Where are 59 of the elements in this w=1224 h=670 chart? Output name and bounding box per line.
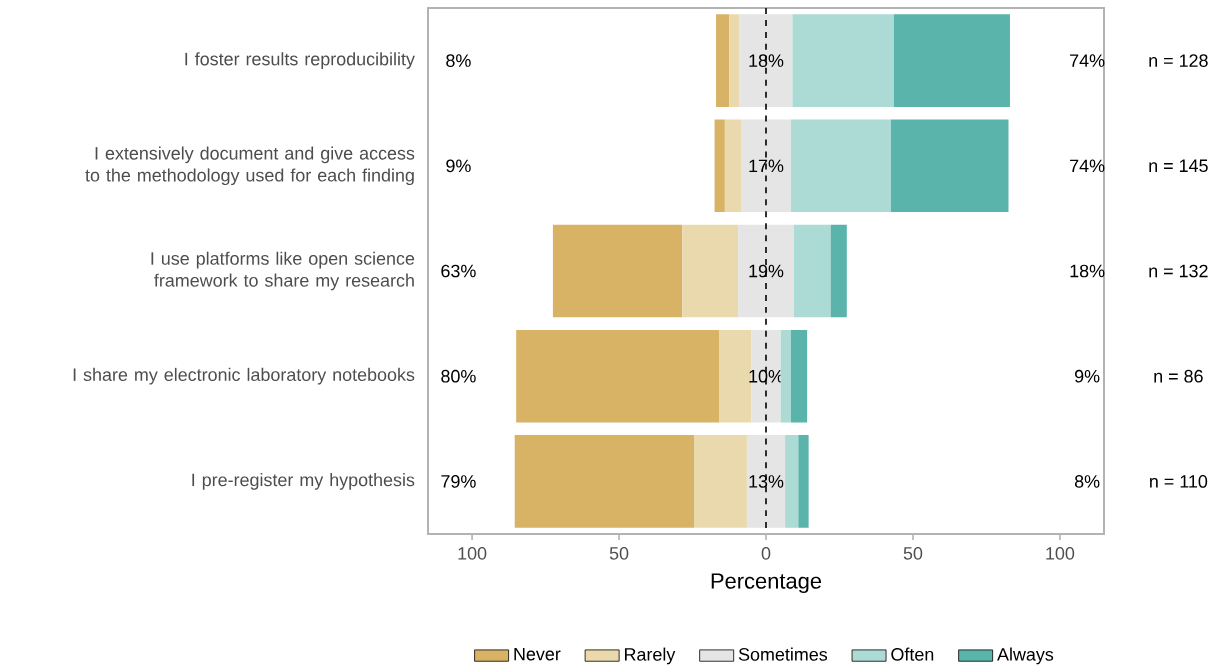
y-tick-label: I extensively document and give access to the methodology used for each finding [85,146,415,186]
bar [751,329,781,423]
annotation: 8% [1074,475,1100,488]
bar [738,224,794,318]
x-tick-label: 50 [903,547,923,560]
x-tick-label: 0 [761,547,771,560]
data-label: 13% [749,475,784,488]
annotation: 9% [446,159,471,173]
y-tick-label: I share my electronic laboratory notebooks [73,367,415,385]
y-tick-label: I foster results reproducibility [185,52,415,69]
bar [682,224,739,318]
annotation: 8% [446,54,471,67]
x-axis-title: Percentage [711,573,822,594]
bar [741,119,791,213]
bar [798,435,809,528]
annotation: 79% [441,475,476,488]
bar [785,435,799,528]
bar [793,224,831,318]
bar [716,14,730,107]
annotation: 74% [1070,54,1105,67]
text: n = 132 [1149,264,1208,278]
text: n = 145 [1149,159,1208,173]
legend-label: Never [514,647,561,661]
bar [792,14,894,107]
annotation: 74% [1070,159,1105,173]
bar [780,329,791,423]
annotation: 80% [441,369,476,383]
x-tick-label: 50 [609,547,629,560]
bar [830,224,847,318]
bar [714,119,725,213]
text: n = 86 [1154,369,1203,383]
bar [746,435,786,528]
bar [516,329,719,423]
data-label: 18% [749,54,784,67]
bar [729,14,740,107]
x-tick-label: 100 [458,547,487,560]
y-tick-label: I use platforms like open science framework to share my research [151,251,415,291]
bar [790,119,891,213]
bar [739,14,793,107]
bar [893,14,1010,107]
text: n = 128 [1149,54,1208,67]
text: n = 110 [1150,475,1208,488]
data-label: 19% [749,264,784,278]
annotation: 9% [1074,369,1100,383]
legend-label: Often [891,647,934,661]
legend-label: Rarely [624,647,676,665]
annotation: 63% [441,264,476,278]
bar [514,435,694,528]
data-label: 17% [749,159,784,173]
bar [693,435,747,528]
y-tick-label: I pre-register my hypothesis [192,473,415,490]
bar [790,329,808,423]
legend-label: Sometimes [738,647,828,661]
bar [890,119,1009,213]
x-tick-label: 100 [1046,547,1075,560]
bar [724,119,742,213]
annotation: 18% [1070,264,1105,278]
legend-label: Always [997,647,1054,665]
bar [552,224,683,318]
